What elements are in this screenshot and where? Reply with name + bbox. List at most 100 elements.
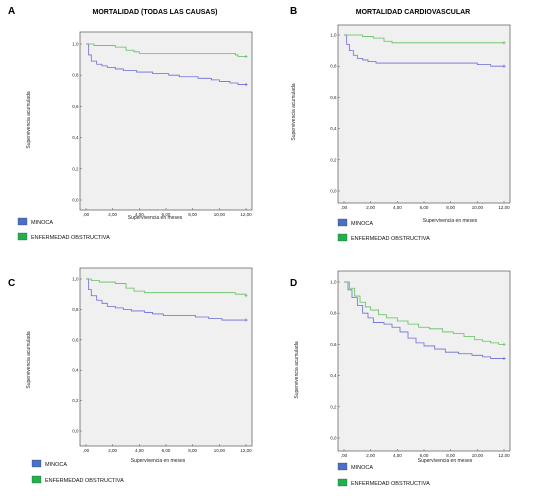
x-tick-label: 6,00 [162,448,171,453]
y-axis-label: Supervivencia acumulada [291,83,297,140]
chart-title: MORTALIDAD (TODAS LAS CAUSAS) [93,9,218,16]
x-tick-label: ,00 [83,448,90,453]
y-tick-label: 0,8 [330,311,337,316]
y-axis-label: Supervivencia acumulada [294,341,300,398]
y-tick-label: 0,2 [72,166,79,171]
x-tick-label: ,00 [341,205,348,210]
x-axis-label: Supervivencia en meses [418,458,473,464]
censor-marker [502,342,506,346]
legend-label: MINOCA [351,465,373,471]
series-line-minoca [344,281,504,359]
y-tick-label: 0,0 [330,189,337,194]
x-tick-label: 8,00 [188,212,197,217]
y-tick-label: 1,0 [330,33,337,38]
legend-label: MINOCA [351,221,373,227]
legend-swatch [337,233,348,242]
y-tick-label: 0,0 [72,198,79,203]
panel-letter: C [8,278,15,289]
plot-area [79,31,253,211]
x-tick-label: 6,00 [420,205,429,210]
x-tick-label: 8,00 [446,453,455,458]
x-tick-label: 8,00 [446,205,455,210]
x-axis-label: Supervivencia en meses [131,458,186,464]
x-tick-label: 10,00 [472,453,484,458]
legend-swatch [17,217,28,226]
panel-letter: A [8,6,15,17]
y-tick-label: 0,4 [72,135,79,140]
x-tick-label: 6,00 [420,453,429,458]
censor-marker [502,41,506,45]
x-tick-label: 4,00 [135,212,144,217]
legend-label: ENFERMEDAD OBSTRUCTIVA [351,236,430,242]
y-axis-label: Supervivencia acumulada [26,331,32,388]
x-axis-label: Supervivencia en meses [128,215,183,221]
y-axis-label: Supervivencia acumulada [26,91,32,148]
panel-letter: D [290,278,297,289]
y-tick-label: 1,0 [330,280,337,285]
censor-marker [502,356,506,360]
series-line-enfermedad-obstructiva [344,34,504,44]
chart-title: MORTALIDAD CARDIOVASCULAR [356,9,470,16]
y-tick-label: 0,2 [330,157,337,162]
x-tick-label: 10,00 [214,448,226,453]
legend-label: MINOCA [31,220,53,226]
x-tick-label: 4,00 [135,448,144,453]
plot-area [337,270,511,452]
series-line-minoca [344,34,504,67]
x-tick-label: 2,00 [366,453,375,458]
legend-swatch [31,475,42,484]
x-axis-label: Supervivencia en meses [423,218,478,224]
y-tick-label: 0,2 [330,404,337,409]
x-tick-label: 10,00 [472,205,484,210]
censor-marker [244,294,248,298]
x-tick-label: 4,00 [393,453,402,458]
censor-marker [502,64,506,68]
x-tick-label: 2,00 [108,212,117,217]
legend-swatch [17,232,28,241]
x-tick-label: 4,00 [393,205,402,210]
legend-label: ENFERMEDAD OBSTRUCTIVA [351,481,430,487]
series-line-enfermedad-obstructiva [86,278,247,296]
legend-label: ENFERMEDAD OBSTRUCTIVA [45,478,124,484]
y-tick-label: 0,6 [330,95,337,100]
series-line-minoca [86,43,246,85]
y-tick-label: 0,6 [330,342,337,347]
y-tick-label: 0,8 [72,73,79,78]
legend-label: ENFERMEDAD OBSTRUCTIVA [31,235,110,241]
y-tick-label: 0,4 [330,373,337,378]
y-tick-label: 0,8 [330,64,337,69]
legend-swatch [31,459,42,468]
x-tick-label: ,00 [83,212,90,217]
x-tick-label: 8,00 [188,448,197,453]
censor-marker [244,83,248,87]
x-tick-label: 2,00 [108,448,117,453]
y-tick-label: 0,4 [330,126,337,131]
y-tick-label: 1,0 [72,42,79,47]
y-tick-label: 0,0 [72,429,79,434]
legend-swatch [337,218,348,227]
x-tick-label: 10,00 [214,212,226,217]
censor-marker [244,54,248,58]
legend-label: MINOCA [45,462,67,468]
plot-area [337,24,511,204]
y-tick-label: 0,8 [72,307,79,312]
series-line-enfermedad-obstructiva [344,281,504,345]
y-tick-label: 0,4 [72,368,79,373]
legend-swatch [337,462,348,471]
x-tick-label: 12,00 [498,453,510,458]
y-tick-label: 0,6 [72,104,79,109]
chart-panel-a: A MORTALIDAD (TODAS LAS CAUSAS) 0,0 0,2 0,4 0… [8,6,253,241]
x-tick-label: ,00 [341,453,348,458]
y-tick-label: 0,2 [72,398,79,403]
chart-panel-d: DREINGRESOS0,00,20,40,60,81,0,002,004,00… [290,270,511,487]
plot-area [79,267,253,447]
series-line-enfermedad-obstructiva [86,43,246,57]
chart-panel-b: B MORTALIDAD CARDIOVASCULAR 0,0 0,2 0,4 0,6 0,… [290,6,511,242]
y-tick-label: 0,0 [330,436,337,441]
x-tick-label: 12,00 [240,448,252,453]
chart-panel-c: CMACE0,00,20,40,60,81,0,002,004,006,008,… [8,267,253,484]
legend-swatch [337,478,348,487]
x-tick-label: 6,00 [162,212,171,217]
censor-marker [244,318,248,322]
